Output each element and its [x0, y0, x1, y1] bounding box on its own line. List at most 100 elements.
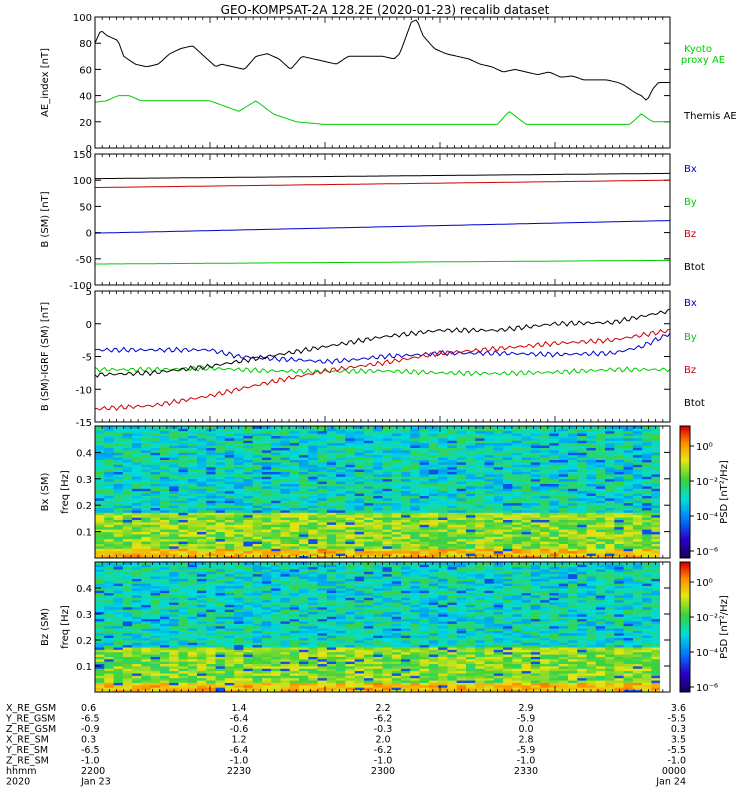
spectrogram-cell — [169, 604, 179, 608]
spectrogram-cell — [410, 502, 420, 506]
spectrogram-cell — [169, 580, 179, 584]
spectrogram-cell — [141, 514, 152, 518]
spectrogram-cell — [428, 428, 439, 432]
spectrogram-cell — [141, 469, 152, 472]
spectrogram-cell — [354, 510, 365, 513]
spectrogram-cell — [632, 454, 643, 458]
spectrogram-cell — [447, 438, 458, 441]
legend-bz: Bz — [684, 229, 696, 240]
spectrogram-cell — [308, 495, 318, 499]
spectrogram-cell — [197, 656, 207, 660]
spectrogram-cell — [373, 510, 383, 513]
spectrogram-cell — [373, 522, 383, 525]
spectrogram-cell — [586, 457, 597, 460]
spectrogram-cell — [419, 433, 430, 436]
spectrogram-cell — [169, 498, 179, 501]
spectrogram-cell — [234, 440, 244, 444]
spectrogram-cell — [150, 445, 161, 448]
spectrogram-cell — [122, 536, 133, 540]
spectrogram-cell — [363, 457, 374, 460]
spectrogram-cell — [187, 490, 198, 494]
spectrogram-cell — [493, 514, 504, 518]
spectrogram-cell — [363, 466, 374, 470]
spectrogram-cell — [159, 573, 170, 577]
spectrogram-cell — [456, 457, 467, 460]
spectrogram-cell — [132, 505, 142, 508]
spectrogram-cell — [187, 445, 198, 448]
spectrogram-cell — [632, 500, 643, 504]
spectrogram-cell — [159, 658, 170, 662]
spectrogram-cell — [614, 502, 625, 506]
spectrogram-cell — [197, 621, 207, 624]
spectrogram-cell — [586, 459, 597, 463]
spectrogram-cell — [178, 564, 189, 568]
spectrogram-cell — [475, 478, 485, 482]
spectrogram-cell — [354, 438, 365, 441]
spectrogram-cell — [632, 534, 643, 537]
spectrogram-cell — [206, 550, 216, 554]
spectrogram-cell — [484, 555, 495, 559]
spectrogram-cell — [178, 637, 189, 641]
spectrogram-cell — [197, 602, 207, 605]
spectrogram-cell — [336, 471, 346, 475]
spectrogram-cell — [159, 522, 170, 525]
spectrogram-cell — [632, 469, 643, 472]
spectrogram-cell — [308, 478, 318, 482]
spectrogram-cell — [243, 500, 254, 504]
spectrogram-cell — [410, 442, 420, 446]
spectrogram-cell — [447, 543, 458, 547]
spectrogram-cell — [651, 536, 662, 540]
spectrogram-cell — [132, 680, 142, 683]
spectrogram-cell — [595, 488, 606, 492]
spectrogram-cell — [512, 462, 523, 465]
spectrogram-cell — [382, 438, 393, 441]
spectrogram-cell — [447, 486, 458, 489]
spectrogram-cell — [456, 514, 467, 518]
spectrogram-cell — [159, 500, 170, 504]
spectrogram-cell — [577, 510, 587, 513]
spectrogram-cell — [391, 457, 402, 460]
spectrogram-cell — [113, 430, 124, 434]
spectrogram-cell — [243, 493, 254, 496]
spectrogram-cell — [605, 430, 615, 434]
spectrogram-cell — [113, 566, 124, 570]
spectrogram-cell — [410, 493, 420, 496]
spectrogram-cell — [206, 531, 216, 535]
spectrogram-cell — [651, 440, 662, 444]
spectrogram-cell — [373, 524, 383, 528]
spectrogram-cell — [299, 536, 309, 540]
spectrogram-cell — [493, 476, 504, 480]
spectrogram-cell — [113, 606, 124, 610]
spectrogram-cell — [187, 531, 198, 535]
spectrogram-cell — [215, 553, 226, 556]
spectrogram-cell — [187, 578, 198, 582]
spectrogram-cell — [243, 464, 254, 468]
spectrogram-cell — [159, 534, 170, 537]
spectrogram-cell — [336, 500, 346, 504]
spectrogram-cell — [503, 531, 513, 535]
spectrogram-cell — [530, 541, 541, 544]
spectrogram-cell — [475, 483, 485, 487]
spectrogram-cell — [567, 495, 578, 499]
spectrogram-cell — [104, 663, 114, 667]
spectrogram-cell — [150, 649, 161, 653]
spectrogram-cell — [206, 689, 216, 693]
spectrogram-cell — [178, 666, 189, 669]
spectrogram-cell — [95, 616, 105, 620]
spectrogram-cell — [224, 555, 235, 559]
spectrogram-cell — [197, 595, 207, 598]
spectrogram-cell — [141, 454, 152, 458]
spectrogram-cell — [493, 430, 504, 434]
spectrogram-cell — [95, 606, 105, 610]
spectrogram-cell — [521, 514, 532, 518]
spectrogram-cell — [456, 517, 467, 520]
spectrogram-cell — [280, 469, 291, 472]
spectrogram-cell — [197, 550, 207, 554]
spectrogram-cell — [549, 550, 560, 554]
spectrogram-cell — [623, 483, 634, 487]
spectrogram-cell — [363, 435, 374, 439]
spectrogram-cell — [512, 457, 523, 460]
spectrogram-cell — [382, 519, 393, 523]
spectrogram-cell — [271, 426, 281, 429]
spectrogram-cell — [95, 493, 105, 496]
